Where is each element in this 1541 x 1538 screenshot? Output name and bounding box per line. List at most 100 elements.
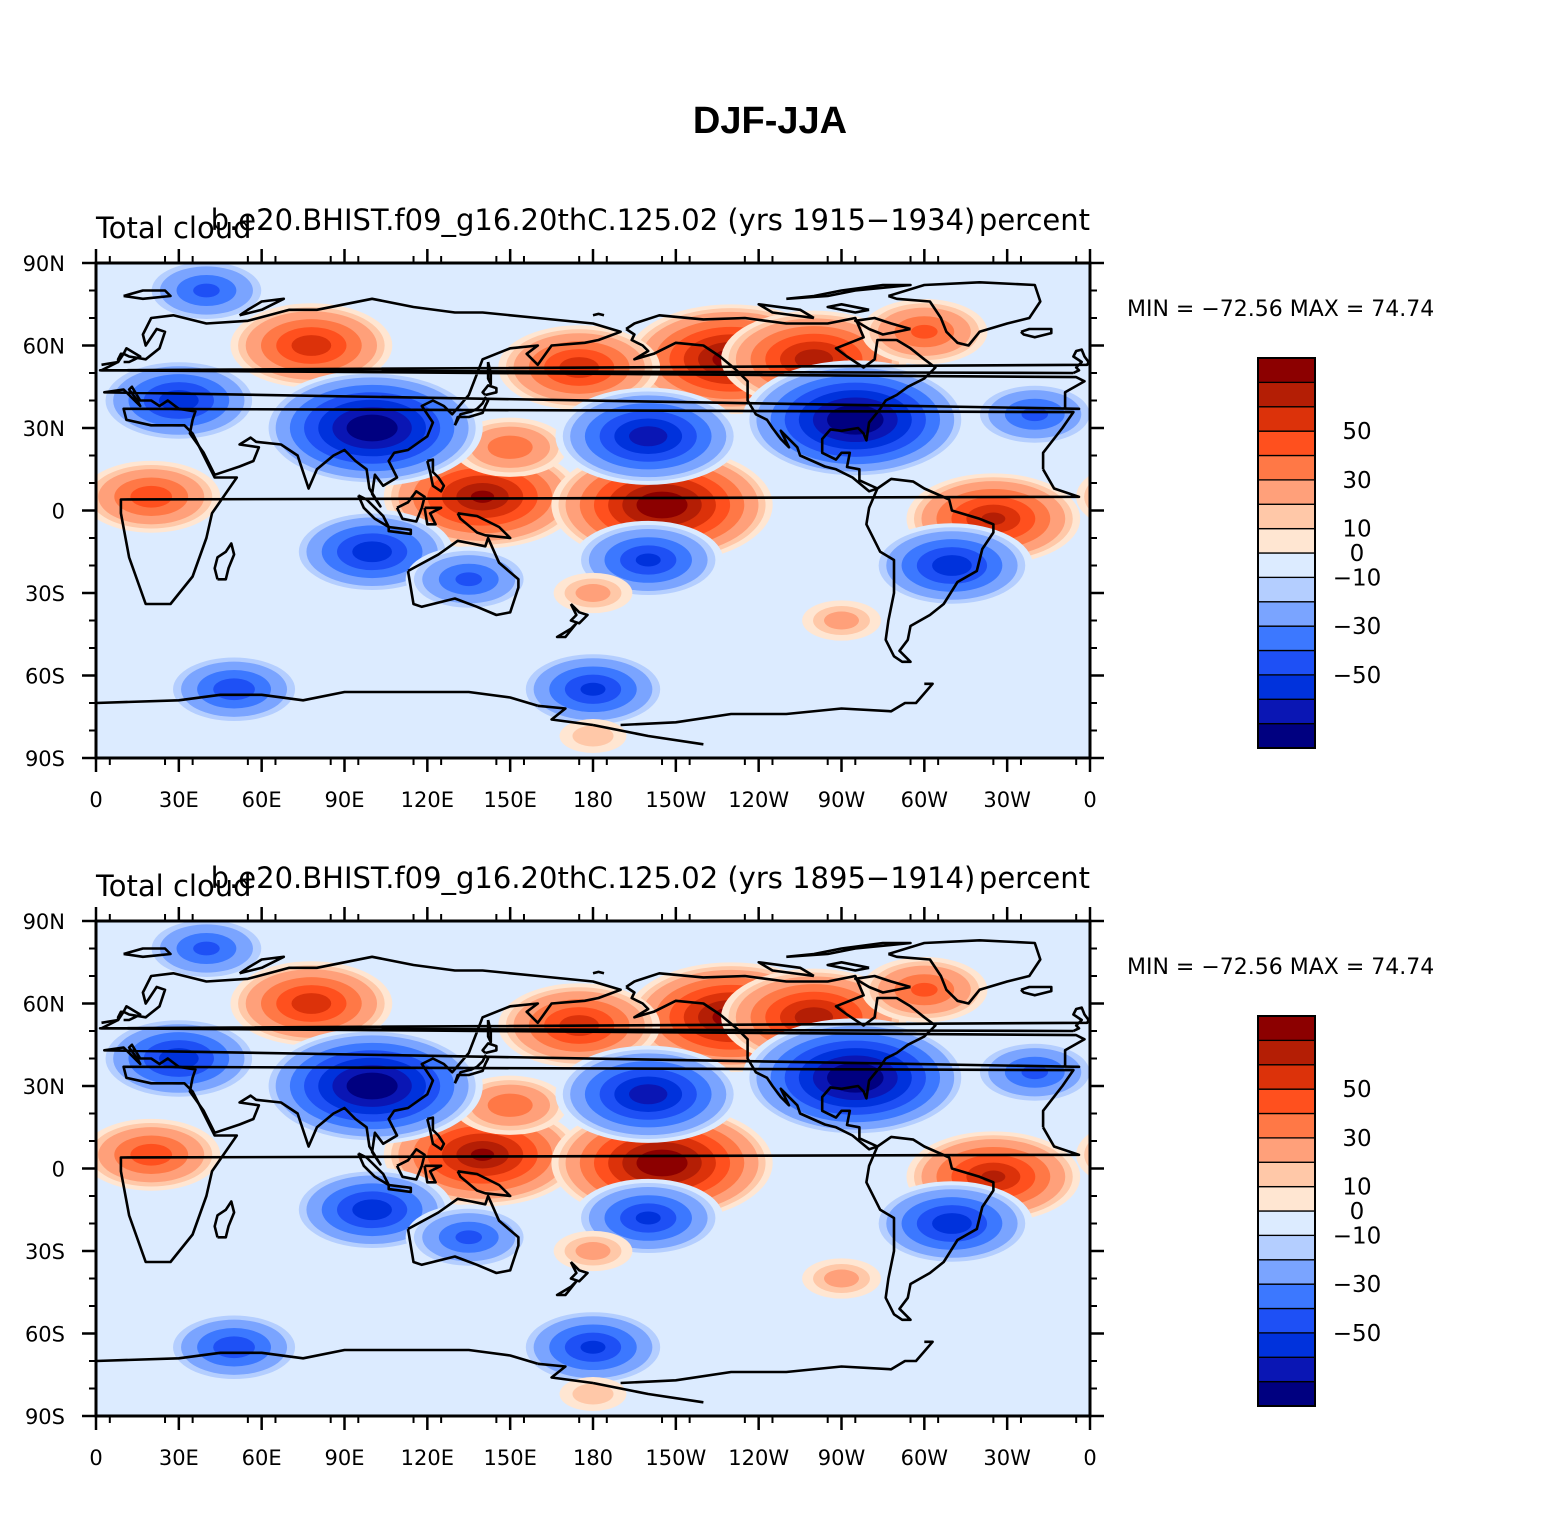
y-tick-label: 30S <box>25 1240 65 1264</box>
coastline <box>486 361 493 386</box>
coastline <box>119 1065 1081 1264</box>
contour-region <box>291 993 332 1014</box>
x-tick-label: 60W <box>901 1446 949 1470</box>
coastline <box>555 1280 578 1297</box>
coastline <box>96 1348 539 1366</box>
contour-region <box>636 491 688 519</box>
min-max-readout: MIN = −72.56 MAX = 74.74 <box>1127 955 1434 980</box>
colorbar-swatch <box>1257 1307 1316 1334</box>
coastline <box>453 1054 490 1084</box>
contour-region <box>158 1048 199 1069</box>
contour-region <box>1100 362 1247 439</box>
colorbar-swatch <box>1257 503 1316 530</box>
coastline <box>620 682 934 727</box>
contour-region <box>824 1269 859 1288</box>
coastline <box>96 690 539 708</box>
colorbar-swatch <box>1257 381 1316 408</box>
coastline <box>1419 1166 1436 1183</box>
colorbar-swatch <box>1257 1259 1316 1285</box>
contour-region <box>130 485 173 508</box>
x-tick-label: 120W <box>728 788 789 812</box>
coastline <box>1477 385 1491 395</box>
colorbar-swatch <box>1257 552 1316 579</box>
y-tick-label: 60N <box>23 993 65 1017</box>
coastline <box>1096 1006 1135 1023</box>
x-tick-label: 0 <box>1083 1446 1096 1470</box>
x-tick-label: 180 <box>573 1446 613 1470</box>
contour-region <box>580 1340 606 1354</box>
coastline <box>1477 1043 1491 1053</box>
colorbar-label: 10 <box>1342 517 1371 543</box>
colorbar-swatch <box>1257 722 1316 749</box>
y-tick-label: 90N <box>23 910 65 934</box>
coastline <box>537 704 594 727</box>
coastline <box>1209 1202 1228 1238</box>
map-panel-2: Total cloud b.e20.BHIST.f09_g16.20thC.12… <box>23 861 1541 1470</box>
coastline <box>101 347 142 367</box>
contour-region <box>1122 374 1223 427</box>
contour-region <box>1124 486 1166 508</box>
colorbar-label: 30 <box>1342 468 1371 494</box>
contour-region <box>1138 1040 1208 1077</box>
panel-variable-label: Total cloud <box>95 869 251 903</box>
contour-region <box>455 572 483 587</box>
coastline <box>1391 1149 1419 1179</box>
coastline <box>625 314 937 493</box>
contour-region <box>1076 475 1090 519</box>
x-tick-label: 120E <box>401 788 454 812</box>
coastline <box>1020 985 1053 997</box>
contour-region <box>1187 942 1214 956</box>
coastline <box>395 490 426 523</box>
y-tick-label: 0 <box>52 1158 65 1182</box>
colorbar-swatch <box>1257 406 1316 432</box>
y-tick-label: 30S <box>25 582 65 606</box>
contour-region <box>346 414 398 442</box>
coastline <box>1383 527 1405 534</box>
colorbar-swatch <box>1257 527 1316 554</box>
contour-region <box>635 553 661 567</box>
contour-region <box>1124 1144 1166 1166</box>
coastline <box>123 947 172 959</box>
contour-region <box>193 283 220 298</box>
x-tick-label: 150W <box>645 788 706 812</box>
contour-region <box>575 584 611 602</box>
x-tick-label: 30W <box>983 1446 1031 1470</box>
colorbar-swatch <box>1257 1161 1316 1188</box>
coastline <box>592 723 704 746</box>
coastline <box>865 477 995 664</box>
figure-title: DJF-JJA <box>693 100 847 142</box>
coastline <box>1115 1067 1541 1262</box>
coastline <box>213 542 236 581</box>
coastline <box>426 458 446 493</box>
y-tick-label: 90S <box>25 747 65 771</box>
coastline <box>423 1164 443 1184</box>
contour-region <box>572 1383 614 1405</box>
x-tick-label: 120E <box>401 1446 454 1470</box>
colorbar-swatch <box>1257 1332 1316 1358</box>
colorbar-label: 50 <box>1342 419 1371 445</box>
contour-region <box>1107 1024 1238 1093</box>
contour-region <box>911 982 938 997</box>
contour-region <box>213 678 255 701</box>
colorbar-swatch <box>1257 454 1316 481</box>
contour-region <box>1108 1136 1182 1174</box>
coastline <box>1402 1196 1512 1273</box>
coastline <box>100 297 1086 508</box>
coastline <box>98 348 1090 375</box>
coastline <box>238 955 286 975</box>
colorbar-swatch <box>1257 1356 1316 1383</box>
coastline <box>395 1148 426 1181</box>
coastline <box>1421 460 1438 492</box>
coastline <box>1383 1185 1405 1192</box>
x-tick-label: 90E <box>325 788 365 812</box>
coastline <box>387 525 413 536</box>
coastline <box>592 970 605 975</box>
coastline <box>1020 327 1053 339</box>
colorbar-swatch <box>1257 649 1316 676</box>
contour-region <box>1092 358 1254 443</box>
colorbar-label: 0 <box>1350 1199 1365 1225</box>
colorbar-label: 30 <box>1342 1126 1371 1152</box>
colorbar-swatch <box>1257 1088 1316 1115</box>
